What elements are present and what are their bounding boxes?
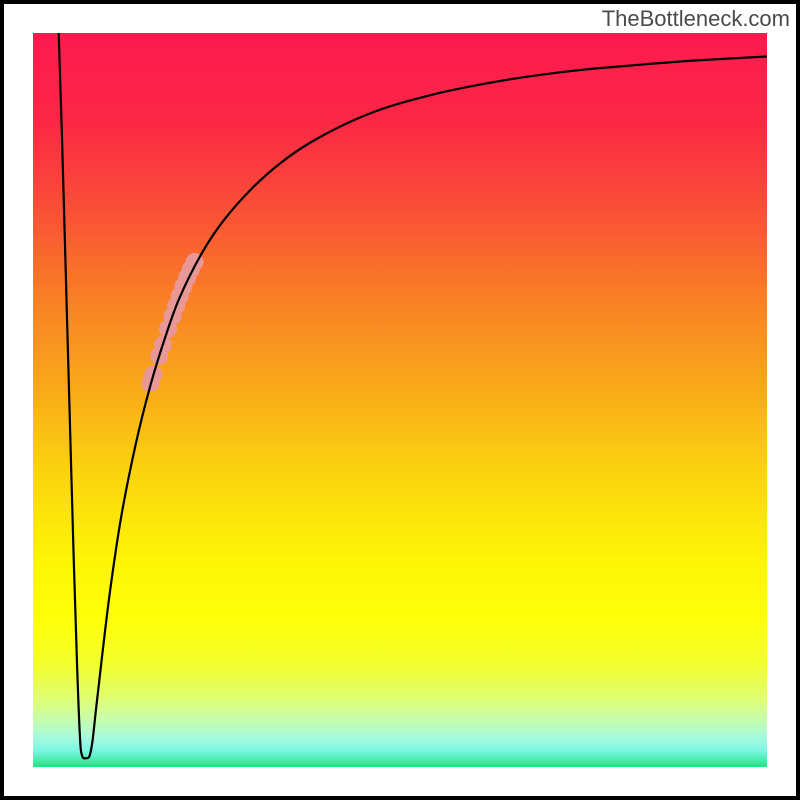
- watermark-text: TheBottleneck.com: [602, 6, 790, 32]
- bottleneck-curve: [59, 33, 767, 758]
- plot-area: [33, 33, 767, 767]
- chart-svg: [33, 33, 767, 767]
